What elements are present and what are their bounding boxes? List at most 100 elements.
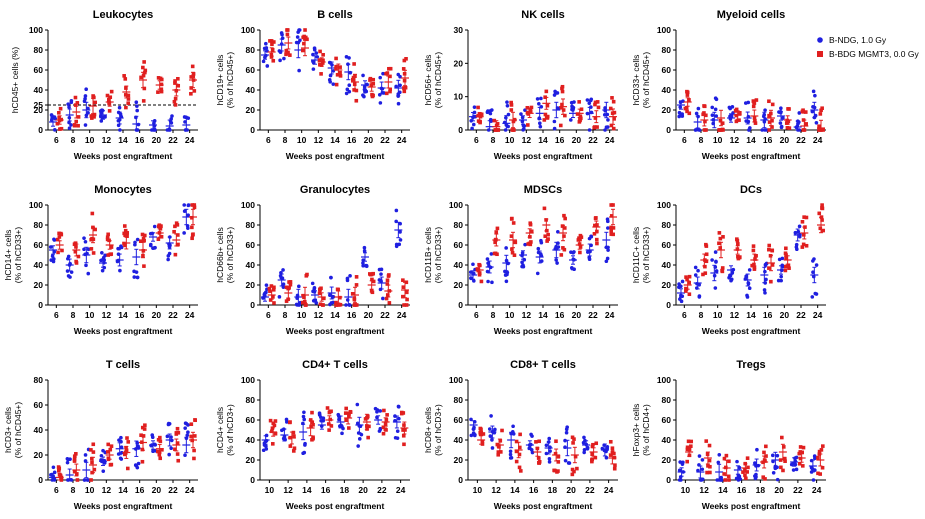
data-point-blue	[554, 258, 558, 262]
x-tick-label: 18	[548, 485, 558, 495]
data-point-red	[612, 117, 616, 121]
x-tick-label: 10	[297, 135, 307, 145]
y-tick-label: 0	[38, 300, 43, 310]
data-point-red	[284, 299, 289, 303]
data-point-red	[817, 211, 822, 216]
data-point-blue	[265, 64, 270, 68]
data-point-red	[74, 119, 78, 124]
data-point-red	[820, 203, 824, 207]
data-point-red	[173, 96, 178, 101]
data-point-red	[288, 444, 293, 448]
data-point-red	[267, 286, 272, 291]
x-tick-label: 6	[682, 135, 687, 145]
data-point-red	[190, 225, 194, 230]
y-tick-label: 20	[34, 450, 44, 460]
data-point-red	[800, 450, 805, 455]
data-point-blue	[361, 73, 365, 78]
data-point-red	[354, 98, 359, 103]
data-point-red	[156, 76, 161, 80]
x-tick-label: 14	[118, 310, 128, 320]
y-tick-label: 80	[454, 220, 464, 230]
data-point-red	[384, 428, 388, 432]
data-point-red	[686, 439, 691, 444]
x-tick-label: 14	[302, 485, 312, 495]
data-point-blue	[82, 478, 87, 482]
data-point-blue	[604, 455, 609, 460]
data-point-blue	[572, 250, 576, 254]
data-point-red	[798, 445, 803, 449]
data-point-blue	[284, 417, 289, 422]
data-point-blue	[696, 106, 701, 111]
data-point-red	[545, 103, 550, 108]
x-tick-label: 12	[491, 485, 501, 495]
data-point-red	[271, 421, 276, 426]
x-tick-label: 10	[297, 310, 307, 320]
data-point-red	[318, 49, 322, 54]
data-point-blue	[166, 422, 171, 427]
data-point-blue	[65, 269, 70, 273]
data-point-red	[594, 441, 599, 446]
data-point-red	[821, 444, 825, 448]
data-point-blue	[329, 301, 334, 305]
data-point-blue	[344, 303, 348, 307]
data-point-blue	[151, 246, 155, 250]
x-axis-label: Weeks post engraftment	[286, 151, 385, 161]
data-point-red	[708, 464, 712, 469]
data-point-blue	[519, 112, 523, 116]
data-point-red	[270, 442, 275, 446]
data-point-blue	[719, 475, 723, 480]
x-tick-label: 22	[588, 310, 598, 320]
x-tick-label: 22	[377, 485, 387, 495]
data-point-red	[500, 428, 504, 433]
data-point-blue	[67, 105, 71, 109]
data-point-red	[156, 90, 160, 94]
data-point-blue	[677, 478, 682, 482]
data-point-blue	[781, 116, 785, 120]
data-point-red	[158, 435, 162, 440]
data-point-red	[509, 100, 513, 105]
data-point-red	[90, 460, 94, 465]
data-point-red	[556, 460, 561, 464]
y-tick-label: 40	[34, 260, 44, 270]
data-point-blue	[136, 444, 140, 449]
data-point-red	[753, 121, 758, 125]
data-point-blue	[183, 453, 187, 458]
data-point-red	[176, 430, 181, 435]
data-point-red	[388, 89, 392, 94]
data-point-blue	[393, 435, 398, 440]
y-tick-label: 20	[662, 105, 672, 115]
data-point-red	[609, 225, 613, 230]
x-tick-label: 16	[135, 485, 145, 495]
data-point-red	[288, 53, 292, 57]
data-point-red	[310, 420, 315, 424]
data-point-blue	[780, 256, 785, 261]
data-point-red	[560, 84, 565, 89]
data-point-red	[285, 28, 290, 32]
data-point-red	[704, 252, 709, 257]
data-point-red	[193, 418, 197, 422]
data-point-blue	[86, 111, 90, 115]
data-point-red	[123, 243, 127, 248]
chart-title: Myeloid cells	[717, 9, 785, 21]
data-point-blue	[589, 234, 594, 239]
data-point-blue	[730, 105, 735, 109]
data-point-blue	[775, 477, 780, 482]
data-point-blue	[486, 261, 490, 265]
data-point-red	[736, 254, 740, 259]
data-point-blue	[535, 271, 540, 276]
x-tick-label: 10	[85, 135, 95, 145]
data-point-red	[140, 447, 145, 452]
data-point-red	[311, 422, 315, 427]
data-point-red	[91, 113, 95, 118]
data-point-red	[513, 240, 518, 245]
data-point-red	[268, 298, 273, 302]
data-point-blue	[135, 237, 140, 242]
data-point-red	[270, 429, 274, 434]
data-point-red	[403, 428, 407, 432]
data-point-red	[369, 289, 374, 293]
data-point-red	[57, 115, 61, 120]
data-point-red	[595, 241, 599, 246]
data-point-red	[59, 231, 63, 236]
data-point-red	[781, 468, 785, 473]
data-point-red	[269, 284, 274, 288]
